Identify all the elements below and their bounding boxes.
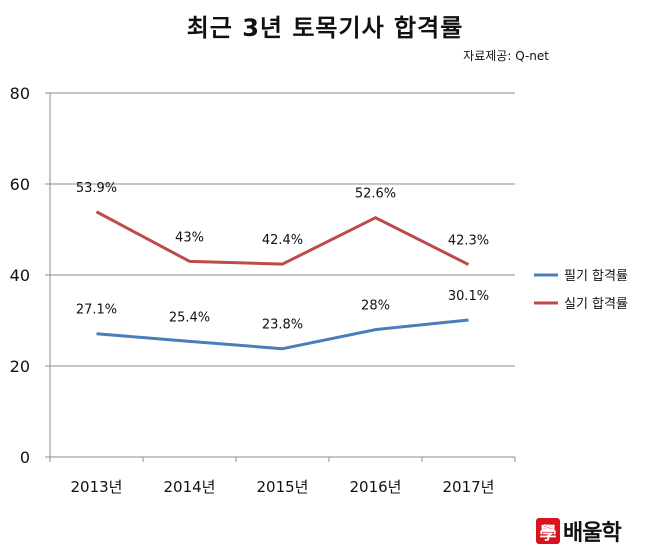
x-tick-label: 2015년 bbox=[257, 478, 309, 496]
x-tick-label: 2014년 bbox=[164, 478, 216, 496]
y-tick-label: 80 bbox=[10, 84, 30, 103]
y-tick-label: 60 bbox=[10, 175, 30, 194]
data-label: 28% bbox=[361, 299, 390, 314]
data-label: 43% bbox=[175, 230, 204, 245]
y-tick-label: 40 bbox=[10, 266, 30, 285]
logo-mark-icon: 學 bbox=[536, 518, 560, 544]
x-tick-label: 2017년 bbox=[443, 478, 495, 496]
data-label: 30.1% bbox=[448, 289, 489, 304]
brand-logo: 學 배울학 bbox=[536, 516, 622, 546]
data-label: 27.1% bbox=[76, 303, 117, 318]
x-tick-label: 2013년 bbox=[71, 478, 123, 496]
data-label: 25.4% bbox=[169, 310, 210, 325]
data-label: 42.3% bbox=[448, 234, 489, 249]
data-label: 23.8% bbox=[262, 318, 303, 333]
series-line-2 bbox=[95, 210, 470, 266]
y-tick-label: 0 bbox=[20, 448, 30, 467]
y-tick-label: 20 bbox=[10, 357, 30, 376]
data-label: 53.9% bbox=[76, 181, 117, 196]
data-label: 52.6% bbox=[355, 187, 396, 202]
chart-title: 최근 3년 토목기사 합격률 bbox=[186, 14, 464, 42]
x-tick-label: 2016년 bbox=[350, 478, 402, 496]
data-label: 42.4% bbox=[262, 233, 303, 248]
logo-text: 배울학 bbox=[563, 521, 622, 546]
source-note: 자료제공: Q-net bbox=[463, 49, 549, 63]
legend-label: 실기 합격률 bbox=[564, 297, 628, 312]
legend-label: 필기 합격률 bbox=[564, 269, 628, 284]
series-line-1 bbox=[96, 318, 469, 351]
